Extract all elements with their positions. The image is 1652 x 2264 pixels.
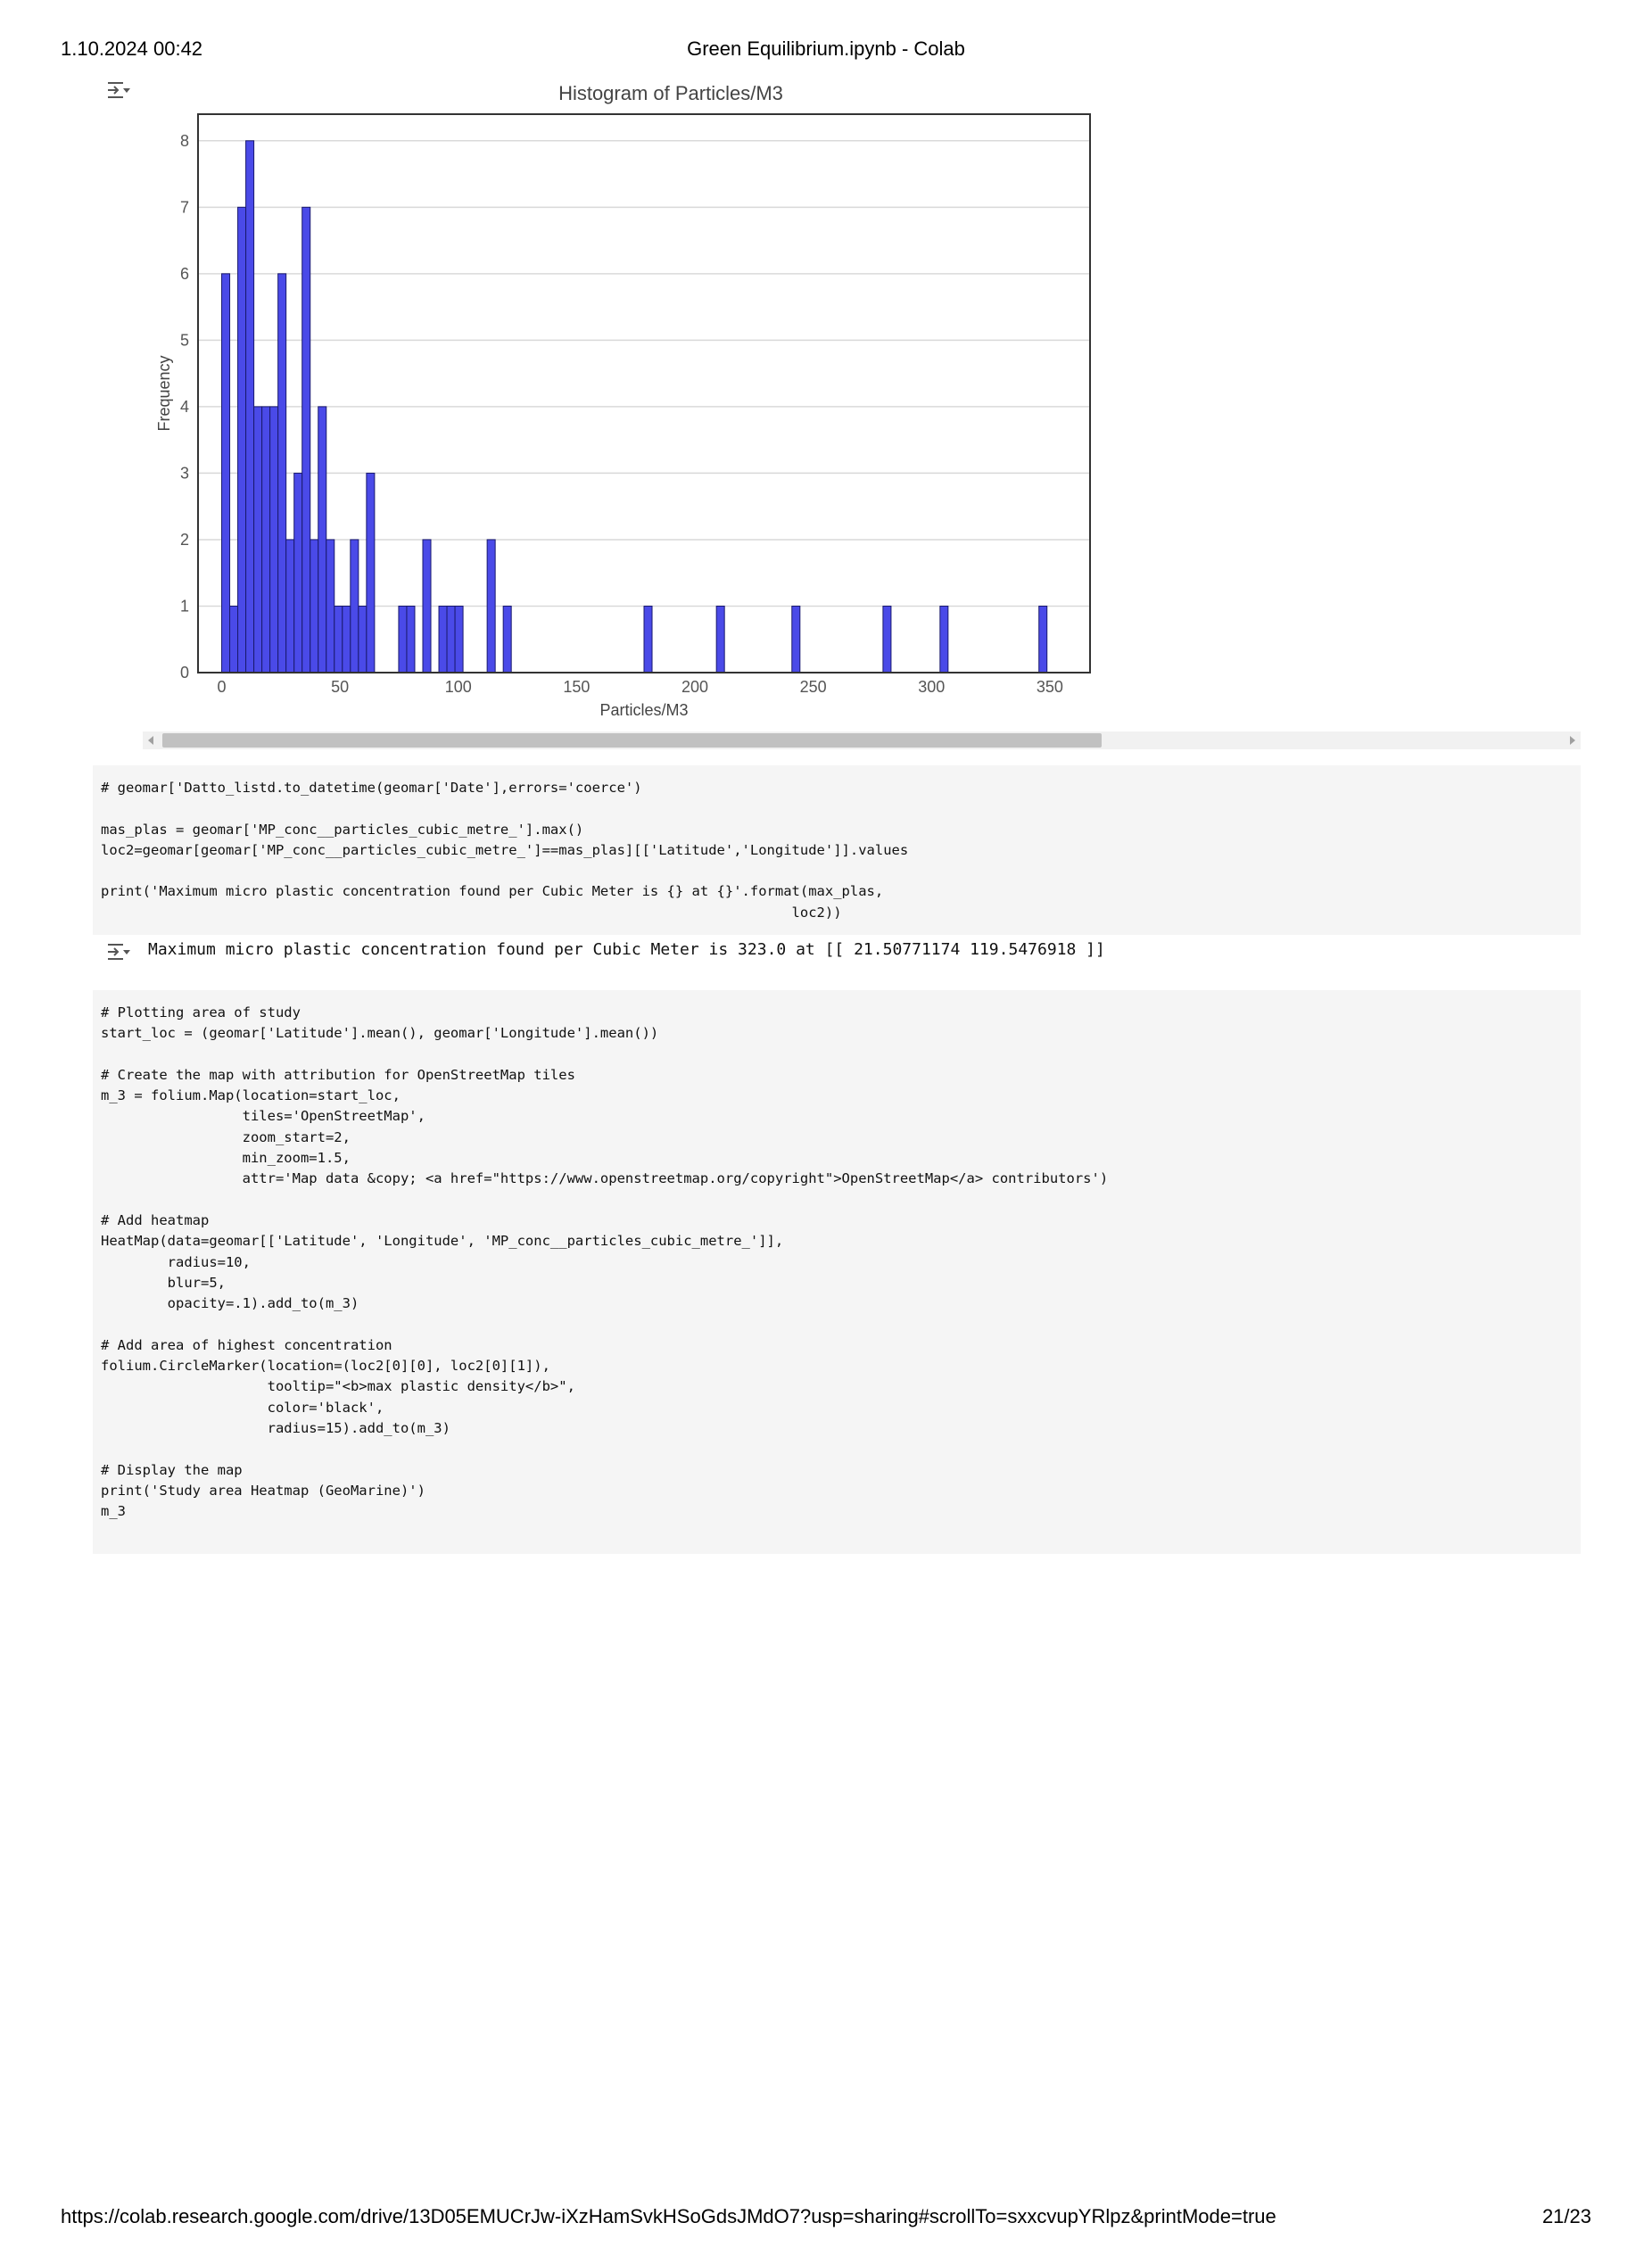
- chart-title: Histogram of Particles/M3: [558, 82, 783, 104]
- histogram-bar: [253, 406, 263, 673]
- code-cell-source[interactable]: # Plotting area of study start_loc = (ge…: [101, 1004, 1109, 1520]
- cell-output-text: Maximum micro plastic concentration foun…: [148, 940, 1105, 959]
- output-toggle-glyph: [108, 944, 130, 960]
- histogram-bar: [502, 605, 512, 673]
- histogram-bar: [221, 273, 231, 673]
- histogram-bar: [882, 605, 892, 673]
- y-tick-label: 4: [180, 398, 189, 416]
- histogram-bar: [277, 273, 287, 673]
- page-title: Green Equilibrium.ipynb - Colab: [687, 37, 965, 60]
- x-axis-label: Particles/M3: [599, 701, 688, 719]
- y-axis-label: Frequency: [155, 355, 173, 431]
- horizontal-scrollbar[interactable]: [143, 731, 1581, 749]
- histogram-bar: [486, 539, 496, 673]
- x-tick-label: 350: [1037, 678, 1063, 696]
- histogram-bar: [939, 605, 949, 673]
- histogram-bar: [1038, 605, 1048, 673]
- x-tick-label: 100: [445, 678, 472, 696]
- histogram-chart: Histogram of Particles/M3 0 50 100 150 200 25…: [143, 80, 1169, 731]
- histogram-bar: [342, 605, 351, 673]
- code-cell-heatmap[interactable]: # Plotting area of study start_loc = (ge…: [93, 990, 1581, 1554]
- histogram-bar: [350, 539, 359, 673]
- histogram-bar: [237, 206, 247, 673]
- histogram-bar: [334, 605, 343, 673]
- histogram-bar: [310, 539, 319, 673]
- scroll-right-icon[interactable]: [1570, 736, 1575, 745]
- code-cell-max-plastic[interactable]: # geomar['Datto_listd.to_datetime(geomar…: [93, 765, 1581, 935]
- histogram-bar: [398, 605, 408, 673]
- x-tick-label: 200: [681, 678, 708, 696]
- x-tick-label: 250: [800, 678, 827, 696]
- code-cell-source[interactable]: # geomar['Datto_listd.to_datetime(geomar…: [101, 780, 909, 921]
- histogram-bar: [446, 605, 456, 673]
- y-tick-label: 1: [180, 597, 189, 615]
- x-tick-label: 0: [218, 678, 227, 696]
- histogram-bar: [715, 605, 725, 673]
- page-url: https://colab.research.google.com/drive/…: [61, 2205, 1276, 2227]
- histogram-bar: [245, 140, 255, 673]
- histogram-bar: [269, 406, 279, 673]
- x-tick-label: 300: [918, 678, 945, 696]
- histogram-bar: [438, 605, 448, 673]
- histogram-bar: [318, 406, 327, 673]
- histogram-bar: [326, 539, 335, 673]
- scrollbar-thumb[interactable]: [162, 733, 1102, 748]
- x-tick-label: 150: [563, 678, 590, 696]
- y-tick-label: 7: [180, 198, 189, 216]
- y-tick-label: 5: [180, 331, 189, 349]
- histogram-svg: Histogram of Particles/M3 0 50 100 150 200 25…: [155, 82, 1091, 719]
- y-tick-label: 6: [180, 265, 189, 283]
- y-tick-label: 0: [180, 664, 189, 682]
- histogram-bar: [261, 406, 271, 673]
- x-tick-label: 50: [331, 678, 349, 696]
- plot-frame: [197, 113, 1091, 673]
- page-number: 21/23: [1541, 2205, 1591, 2227]
- histogram-bar: [293, 472, 303, 673]
- histogram-bar: [406, 605, 416, 673]
- histogram-bar: [285, 539, 295, 673]
- output-toggle-icon[interactable]: [105, 942, 132, 962]
- scroll-left-icon[interactable]: [148, 736, 153, 745]
- output-toggle-glyph: [108, 82, 130, 98]
- histogram-bar: [791, 605, 801, 673]
- histogram-bar: [366, 472, 376, 673]
- output-toggle-icon[interactable]: [105, 80, 132, 100]
- histogram-bar: [229, 605, 239, 673]
- histogram-bar: [358, 605, 368, 673]
- y-tick-label: 3: [180, 464, 189, 482]
- histogram-bar: [643, 605, 653, 673]
- histogram-bar: [454, 605, 464, 673]
- histogram-bar: [301, 206, 311, 673]
- y-tick-label: 2: [180, 531, 189, 549]
- print-datetime: 1.10.2024 00:42: [61, 37, 203, 60]
- y-tick-label: 8: [180, 132, 189, 150]
- histogram-bar: [422, 539, 432, 673]
